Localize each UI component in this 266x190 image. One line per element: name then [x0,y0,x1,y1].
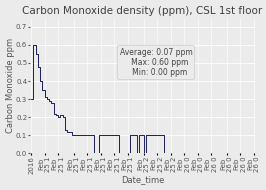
X-axis label: Date_time: Date_time [121,175,164,184]
Title: Carbon Monoxide density (ppm), CSL 1st floor: Carbon Monoxide density (ppm), CSL 1st f… [22,6,263,16]
Text: Average: 0.07 ppm
   Max: 0.60 ppm
   Min: 0.00 ppm: Average: 0.07 ppm Max: 0.60 ppm Min: 0.0… [120,48,192,77]
Y-axis label: Carbon Monoxide ppm: Carbon Monoxide ppm [6,38,15,133]
